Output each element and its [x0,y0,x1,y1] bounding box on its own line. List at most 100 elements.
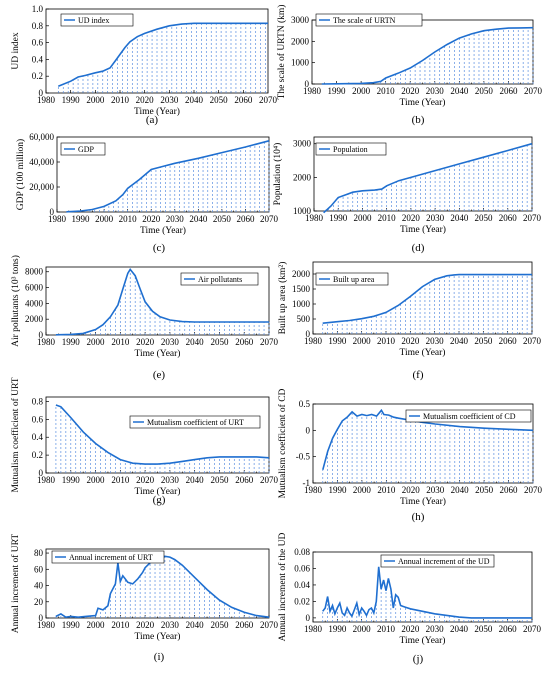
x-tick-label: 1990 [62,475,81,485]
series-line [55,555,270,619]
x-tick-label: 2030 [426,213,445,223]
x-axis-title: Time (Year) [135,631,181,642]
x-axis-title: Time (Year) [400,224,446,235]
legend: The scale of URTN [315,13,423,27]
panel-4: 1980 1990 2000 2010 2020 2030 2040 2050 2060 2070… [10,255,279,381]
legend-label: Mutualism coefficient of URT [147,418,244,427]
legend-box [129,415,261,429]
y-tick-label: 0 [306,425,311,435]
x-tick-label: 1980 [304,336,323,346]
x-tick-label: 2030 [426,336,445,346]
y-tick-label: 0.6 [32,414,44,424]
x-axis-title: Time (Year) [135,486,181,497]
y-tick-label: 20,000 [29,182,54,192]
legend: Annual increment of the UD [380,554,495,568]
x-tick-label: 1980 [48,214,67,224]
y-tick-label: 2000 [25,314,44,324]
y-tick-label: 3000 [293,139,312,149]
x-tick-label: 2070 [260,337,279,347]
x-tick-label: 2050 [475,213,494,223]
legend: Built up area [315,272,389,286]
x-tick-label: 2070 [260,214,279,224]
x-tick-label: 2030 [426,485,445,495]
x-tick-label: 2000 [353,213,372,223]
y-tick-label: 1000 [292,299,311,309]
x-tick-label: 1980 [37,95,56,105]
panel-label: (g) [153,494,166,506]
x-tick-label: 2060 [500,485,519,495]
y-tick-label: 2000 [292,269,311,279]
x-tick-label: 2010 [377,485,396,495]
x-tick-label: 2040 [186,475,205,485]
x-tick-label: 2040 [186,337,205,347]
y-tick-label: 0 [39,330,44,340]
x-tick-label: 1980 [37,337,56,347]
x-tick-label: 2070 [523,336,542,346]
legend-box [180,272,259,286]
y-tick-label: 2000 [293,172,312,182]
x-tick-label: 2030 [426,624,445,634]
y-tick-label: 1500 [292,284,311,294]
x-tick-label: 2050 [210,337,229,347]
x-tick-label: 1980 [304,624,323,634]
y-tick-label: 0.04 [294,580,310,590]
y-axis-title: Annual increment of URT [10,534,21,634]
y-tick-label: 0.8 [32,21,44,31]
series-line [55,268,269,336]
y-tick-label: 0.06 [294,563,310,573]
series-line [55,404,270,465]
x-tick-label: 1980 [304,485,323,495]
y-tick-label: 0.4 [32,54,44,64]
x-tick-label: 2030 [166,214,185,224]
y-tick-label: 1000 [291,58,310,68]
x-tick-label: 2010 [377,624,396,634]
x-tick-label: 2010 [377,336,396,346]
x-tick-label: 2050 [474,624,493,634]
x-tick-label: 2070 [260,475,279,485]
legend: Mutualism coefficient of URT [129,415,261,429]
y-axis-title: Population (10⁴) [272,143,283,206]
x-tick-label: 2000 [353,336,372,346]
x-tick-label: 2050 [475,485,494,495]
panel-5: 1980 1990 2000 2010 2020 2030 2040 2050 2060 2070… [277,261,542,381]
panel-7: 1980 1990 2000 2010 2020 2030 2040 2050 2060 2070… [277,388,543,523]
x-tick-label: 2030 [161,620,180,630]
x-tick-label: 2040 [450,336,469,346]
y-axis-title: Air pollutants (10³ tons) [10,255,21,347]
x-tick-label: 1990 [328,336,347,346]
y-tick-label: 40 [34,581,44,591]
x-tick-label: 2040 [186,620,205,630]
panel-1: 1980 1990 2000 2010 2020 2030 2040 2050 2060 2070… [276,5,543,126]
x-tick-label: 2060 [236,214,255,224]
x-axis-title: Time (Year) [140,225,186,236]
x-tick-label: 2020 [401,624,420,634]
legend-box [51,550,165,564]
x-tick-label: 2000 [86,95,105,105]
x-tick-label: 2040 [451,485,470,495]
x-tick-label: 2050 [213,214,232,224]
x-tick-label: 2050 [210,475,229,485]
x-tick-label: 2040 [450,86,469,96]
y-tick-label: 500 [297,314,311,324]
x-tick-label: 2040 [189,214,208,224]
plot-frame [45,396,270,474]
x-tick-label: 2060 [234,95,253,105]
x-tick-label: 2010 [111,620,130,630]
panel-label: (f) [413,369,424,381]
y-tick-label: 0.5 [299,399,311,409]
x-tick-label: 2070 [524,86,543,96]
x-tick-label: 1990 [62,337,81,347]
x-tick-label: 2050 [210,95,229,105]
y-tick-label: 3000 [291,15,310,25]
series-line [321,26,534,85]
panel-label: (c) [153,242,166,254]
panel-label: (b) [412,114,425,126]
panel-6: 1980 1990 2000 2010 2020 2030 2040 2050 2060 2070… [10,377,279,506]
y-tick-label: 60,000 [29,132,54,142]
x-tick-label: 2000 [353,485,372,495]
legend-box [315,272,389,286]
legend-box [315,142,387,156]
y-tick-label: 20 [34,597,44,607]
legend-label: UD index [78,16,109,25]
